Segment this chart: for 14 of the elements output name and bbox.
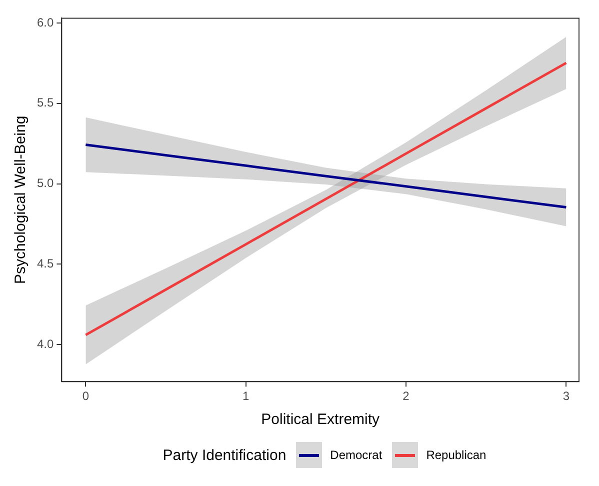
y-axis-title: Psychological Well-Being xyxy=(12,116,30,284)
legend-title: Party Identification xyxy=(162,446,286,464)
y-tick-label: 4.5 xyxy=(36,256,54,271)
y-tick-label: 5.5 xyxy=(36,96,54,110)
x-tick-label: 2 xyxy=(402,389,410,404)
x-axis-title: Political Extremity xyxy=(261,411,380,428)
x-tick-label: 1 xyxy=(242,389,250,404)
legend-label: Democrat xyxy=(330,448,382,462)
x-tick-label: 0 xyxy=(82,389,90,404)
y-tick-label: 5.0 xyxy=(36,176,54,190)
x-tick-label: 3 xyxy=(562,389,570,404)
y-tick-label: 6.0 xyxy=(36,15,54,30)
legend-label: Republican xyxy=(426,448,486,462)
y-tick-label: 4.0 xyxy=(36,336,54,351)
